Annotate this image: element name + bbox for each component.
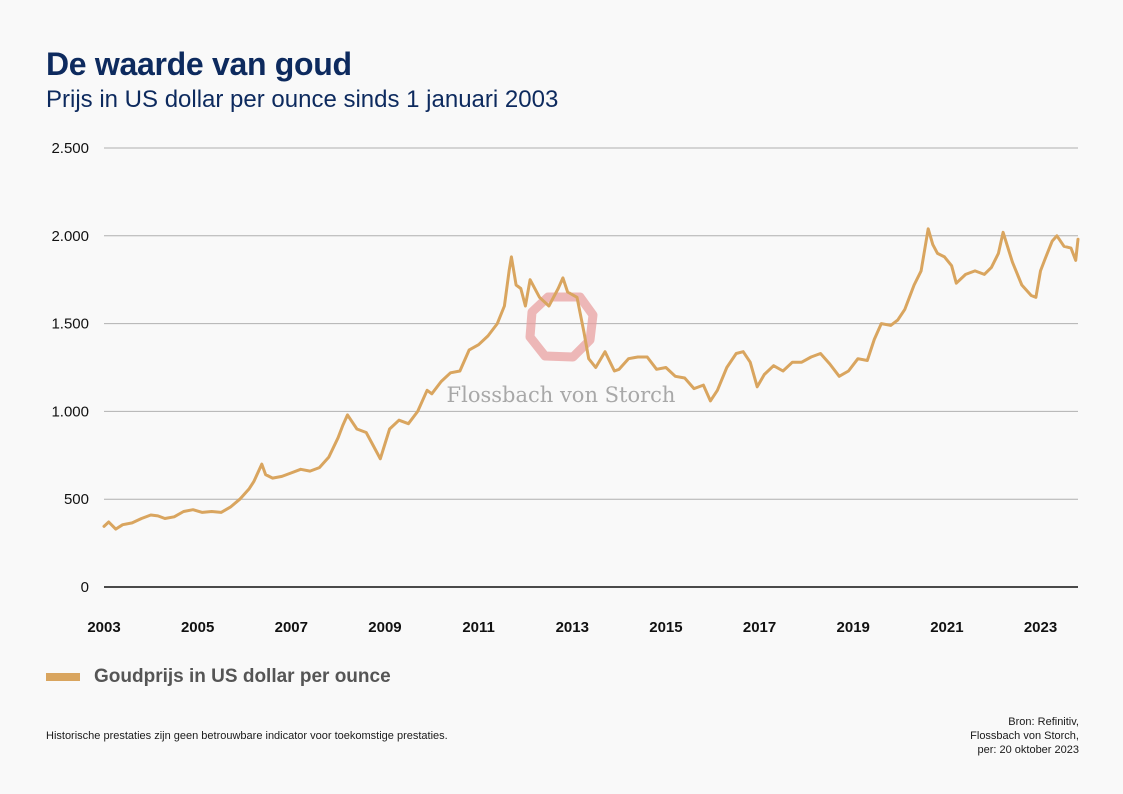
x-tick-label: 2007: [275, 619, 308, 636]
y-tick-label: 2.000: [51, 228, 89, 245]
x-tick-label: 2023: [1024, 619, 1057, 636]
x-tick-label: 2015: [649, 619, 682, 636]
watermark: Flossbach von Storch: [447, 292, 676, 407]
x-tick-label: 2017: [743, 619, 776, 636]
source-line-2: Flossbach von Storch,: [970, 730, 1079, 742]
y-tick-labels: 0 500 1.000 1.500 2.000 2.500: [51, 140, 89, 596]
x-tick-label: 2009: [368, 619, 401, 636]
series-layer: [102, 227, 1080, 531]
chart-title: De waarde van goud: [46, 46, 352, 82]
x-tick-label: 2013: [556, 619, 589, 636]
watermark-logo-icon: [525, 292, 598, 362]
disclaimer: Historische prestaties zijn geen betrouw…: [46, 730, 448, 742]
x-tick-label: 2011: [462, 619, 495, 636]
y-tick-label: 500: [64, 491, 89, 508]
source-line-1: Bron: Refinitiv,: [1008, 716, 1079, 728]
y-tick-label: 2.500: [51, 140, 89, 157]
legend-swatch: [46, 673, 80, 681]
series-line-gold-price: [102, 227, 1080, 531]
y-tick-label: 1.000: [51, 403, 89, 420]
y-tick-label: 1.500: [51, 316, 89, 333]
legend-label: Goudprijs in US dollar per ounce: [94, 666, 391, 687]
x-tick-label: 2021: [930, 619, 963, 636]
watermark-text: Flossbach von Storch: [447, 383, 676, 407]
y-tick-label: 0: [81, 579, 89, 596]
source-line-3: per: 20 oktober 2023: [977, 744, 1079, 756]
legend: Goudprijs in US dollar per ounce: [46, 666, 391, 688]
chart-subtitle: Prijs in US dollar per ounce sinds 1 jan…: [46, 86, 559, 113]
x-tick-label: 2019: [837, 619, 870, 636]
x-tick-labels: 2003 2005 2007 2009 2011 2013 2015 2017 2019 2021…: [87, 619, 1057, 636]
source-note: Bron: Refinitiv, Flossbach von Storch, p…: [970, 715, 1079, 757]
x-tick-label: 2005: [181, 619, 214, 636]
x-tick-label: 2003: [87, 619, 120, 636]
